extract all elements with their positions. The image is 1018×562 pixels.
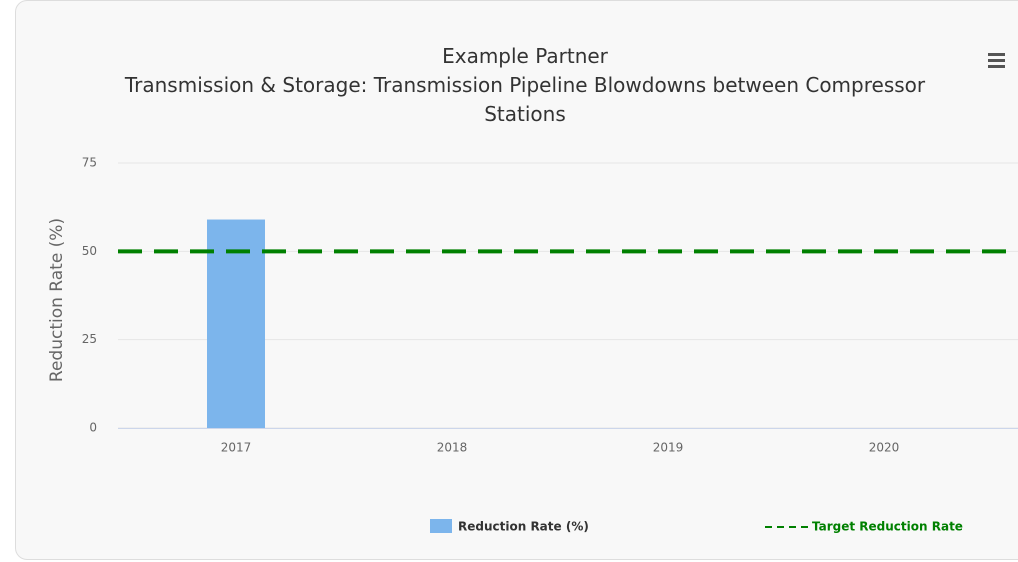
titles: Example Partner Transmission & Storage: … <box>95 42 955 129</box>
chart-subtitle: Transmission & Storage: Transmission Pip… <box>124 73 926 126</box>
x-tick-label: 2018 <box>437 441 468 455</box>
chart-card <box>15 0 1018 560</box>
menu-bar[interactable] <box>988 53 1005 56</box>
menu-icon[interactable] <box>988 53 1005 68</box>
legend-label: Reduction Rate (%) <box>458 520 589 534</box>
chart-title: Example Partner <box>442 44 608 68</box>
x-tick-label: 2020 <box>869 441 900 455</box>
y-tick-label: 50 <box>82 244 97 258</box>
y-tick-label: 75 <box>82 156 97 170</box>
bar <box>207 219 265 428</box>
legend-swatch <box>430 519 452 533</box>
y-tick-label: 25 <box>82 332 97 346</box>
y-axis-label: Reduction Rate (%) <box>47 218 67 382</box>
menu-bar[interactable] <box>988 59 1005 62</box>
x-tick-label: 2017 <box>221 441 252 455</box>
y-tick-label: 0 <box>89 421 97 435</box>
x-tick-label: 2019 <box>653 441 684 455</box>
menu-bar[interactable] <box>988 65 1005 68</box>
legend-label: Target Reduction Rate <box>812 520 963 534</box>
